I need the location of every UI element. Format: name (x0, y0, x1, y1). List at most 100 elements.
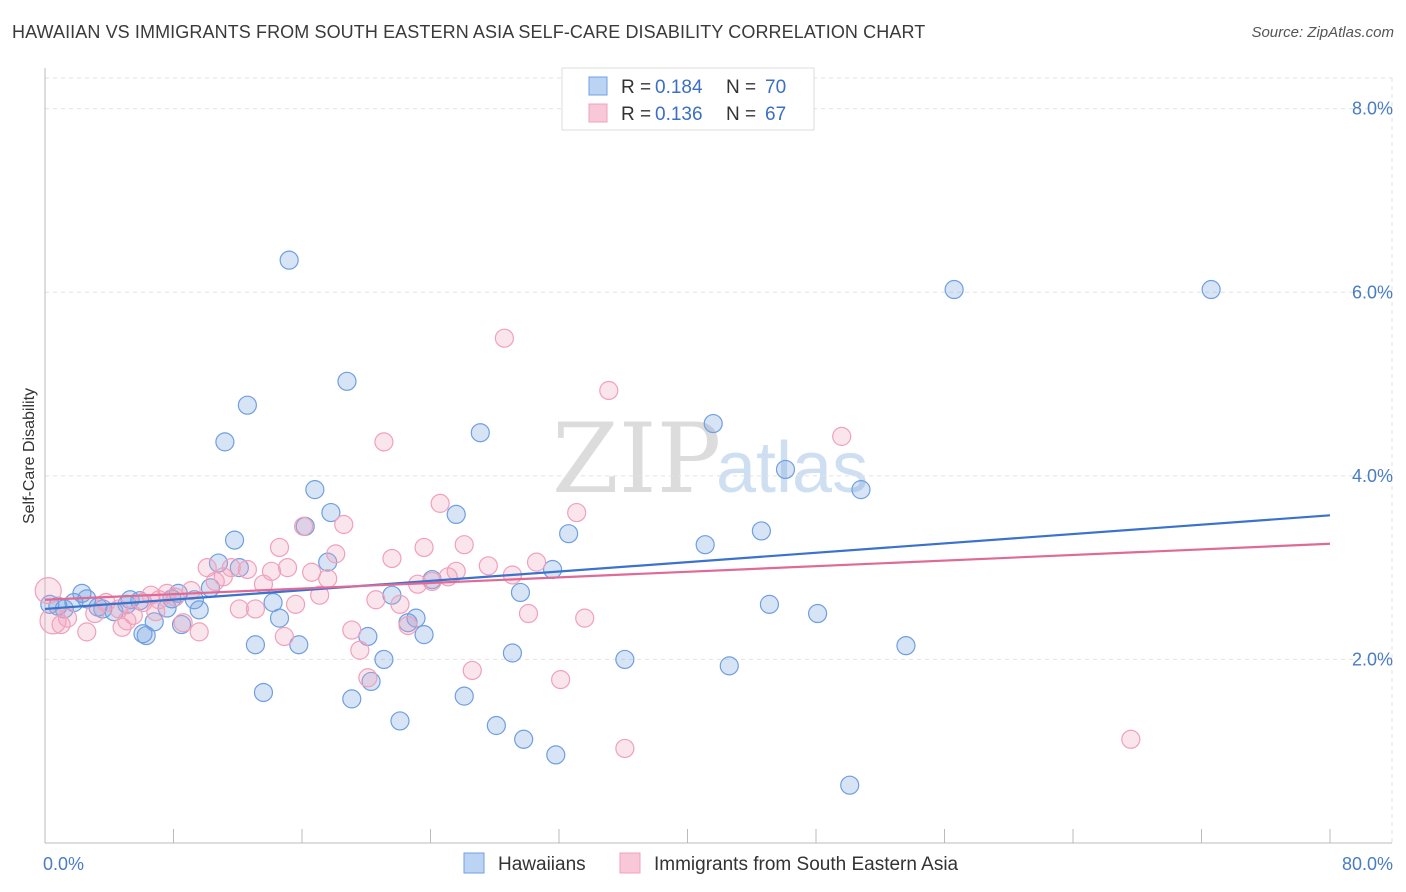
point-hawaiians-37 (337, 371, 357, 391)
point-immigrants-63 (146, 602, 166, 622)
point-hawaiians-26 (237, 395, 257, 415)
point-immigrants-44 (398, 615, 418, 636)
point-hawaiians-60 (703, 413, 723, 434)
axes (44, 68, 1392, 844)
point-hawaiians-31 (279, 250, 299, 270)
legend-swatch-hawaiians (588, 76, 608, 96)
point-hawaiians-53 (510, 582, 531, 603)
series-hawaiians-points (40, 250, 1221, 795)
point-immigrants-64 (274, 626, 294, 647)
point-hawaiians-48 (446, 504, 466, 525)
point-hawaiians-32 (289, 635, 309, 655)
bottom-legend-swatch-hawaiians (463, 852, 485, 874)
point-immigrants-59 (599, 380, 619, 401)
x-tick-labels: 0.0% 80.0% (43, 854, 1393, 874)
point-hawaiians-38 (342, 689, 362, 709)
point-hawaiians-36 (321, 502, 341, 523)
point-immigrants-57 (567, 502, 587, 523)
point-hawaiians-65 (808, 603, 828, 624)
y-axis-label: Self-Care Disability (21, 388, 38, 524)
point-immigrants-33 (310, 585, 330, 605)
legend-n-label-hawaiians: N = (726, 77, 756, 98)
point-immigrants-36 (334, 514, 354, 535)
point-immigrants-23 (229, 599, 249, 619)
point-hawaiians-30 (269, 608, 290, 628)
series-immigrants-points (34, 328, 1141, 759)
point-immigrants-31 (294, 516, 314, 536)
point-immigrants-22 (221, 558, 241, 578)
point-immigrants-61 (832, 426, 852, 446)
bottom-legend-swatch-immigrants (619, 852, 641, 874)
point-immigrants-58 (575, 608, 595, 628)
point-immigrants-17 (181, 580, 201, 601)
y-tick-labels: 2.0% 4.0% 6.0% 8.0% (1352, 99, 1393, 670)
series-legend: Hawaiians Immigrants from South Eastern … (463, 852, 959, 875)
point-immigrants-43 (390, 594, 410, 614)
point-immigrants-24 (237, 559, 257, 580)
point-hawaiians-67 (851, 480, 871, 500)
point-immigrants-62 (1121, 729, 1141, 749)
trend-lines (44, 514, 1331, 611)
point-immigrants-54 (518, 603, 539, 624)
point-immigrants-3 (57, 608, 78, 628)
point-hawaiians-64 (775, 459, 796, 480)
point-immigrants-34 (318, 569, 338, 589)
point-hawaiians-63 (759, 594, 780, 614)
bottom-legend-label-hawaiians: Hawaiians (498, 854, 586, 875)
point-hawaiians-41 (374, 649, 394, 670)
point-immigrants-28 (269, 537, 290, 558)
point-immigrants-15 (165, 587, 185, 607)
y-tick-label-2: 6.0% (1352, 282, 1393, 302)
chart-title: HAWAIIAN VS IMMIGRANTS FROM SOUTH EASTER… (12, 22, 926, 42)
point-hawaiians-12 (133, 624, 153, 644)
point-immigrants-52 (478, 556, 498, 576)
legend-r-label-immigrants: R = (621, 104, 651, 125)
legend-n-label-immigrants: N = (726, 104, 756, 125)
point-hawaiians-61 (719, 656, 739, 676)
point-immigrants-16 (173, 613, 193, 633)
point-hawaiians-66 (840, 775, 860, 795)
x-tick-label-max: 80.0% (1342, 854, 1393, 874)
point-hawaiians-46 (414, 625, 434, 645)
point-hawaiians-68 (896, 636, 916, 656)
point-immigrants-47 (430, 493, 450, 513)
point-immigrants-27 (261, 561, 282, 581)
bottom-legend-label-immigrants: Immigrants from South Eastern Asia (654, 854, 959, 875)
point-hawaiians-23 (215, 432, 235, 452)
point-hawaiians-43 (390, 711, 410, 731)
point-hawaiians-34 (305, 480, 325, 500)
point-immigrants-38 (350, 640, 370, 660)
x-tick-label-min: 0.0% (43, 854, 84, 874)
legend-r-label-hawaiians: R = (621, 77, 651, 98)
point-hawaiians-28 (253, 682, 274, 703)
point-hawaiians-24 (224, 530, 245, 550)
point-hawaiians-69 (944, 279, 964, 300)
point-hawaiians-59 (695, 535, 715, 555)
point-hawaiians-58 (615, 649, 635, 670)
point-hawaiians-27 (245, 635, 266, 655)
legend-r-value-immigrants: 0.136 (655, 104, 703, 125)
point-hawaiians-50 (470, 423, 490, 443)
point-immigrants-35 (326, 544, 346, 564)
source-credit: Source: ZipAtlas.com (1251, 24, 1394, 41)
point-immigrants-45 (414, 537, 434, 558)
point-hawaiians-25 (229, 558, 249, 578)
point-hawaiians-40 (361, 671, 381, 692)
point-immigrants-55 (526, 552, 547, 572)
point-immigrants-4 (77, 622, 97, 642)
legend-r-value-hawaiians: 0.184 (655, 77, 703, 98)
point-immigrants-60 (615, 738, 635, 759)
point-immigrants-32 (302, 562, 322, 582)
point-hawaiians-20 (189, 600, 209, 620)
point-immigrants-25 (245, 599, 266, 619)
point-hawaiians-35 (318, 552, 338, 572)
point-hawaiians-57 (559, 524, 579, 544)
y-tick-label-0: 2.0% (1352, 649, 1393, 669)
point-hawaiians-62 (751, 521, 771, 541)
stats-legend: R = 0.184 N = 70 R = 0.136 N = 67 (561, 67, 815, 131)
watermark-zip: ZIP (552, 403, 721, 515)
point-hawaiians-55 (542, 559, 563, 580)
point-immigrants-41 (374, 432, 394, 452)
point-immigrants-18 (189, 622, 209, 642)
